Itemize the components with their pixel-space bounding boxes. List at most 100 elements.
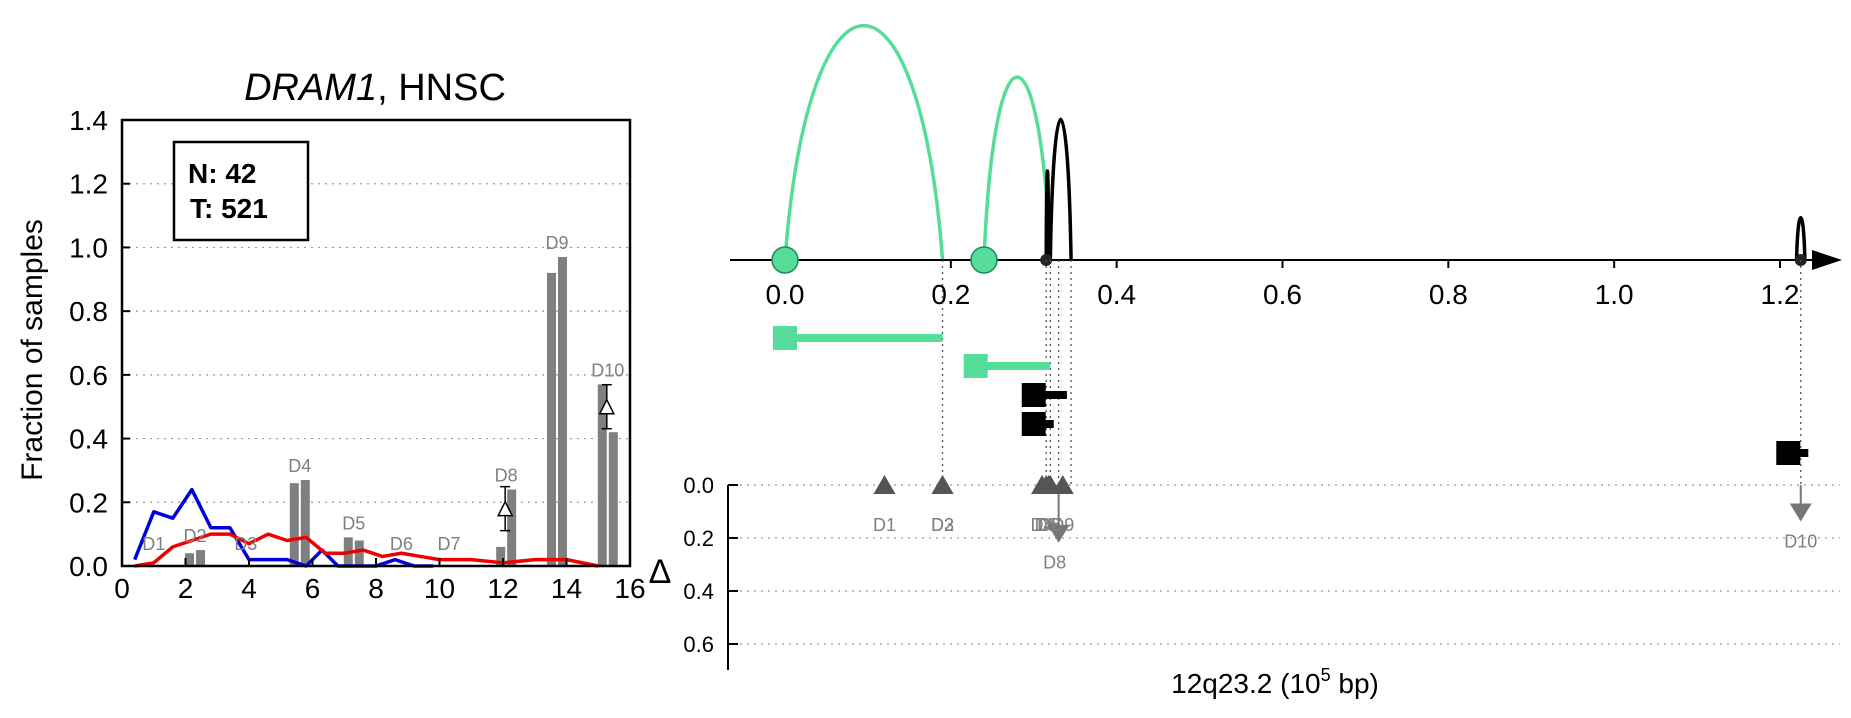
bar-tumor xyxy=(354,540,364,566)
x-tick-label: 2 xyxy=(178,573,194,604)
line-group xyxy=(133,487,599,568)
bar-label: D9 xyxy=(545,233,568,253)
bar-label: D2 xyxy=(184,526,207,546)
x-tick-label: 16 xyxy=(614,573,645,604)
delta-axis-label: Δ xyxy=(649,553,672,591)
y-tick-label: 1.4 xyxy=(69,105,108,136)
delta-marker xyxy=(496,499,514,517)
delta-triangle xyxy=(931,475,954,494)
bar-label: D3 xyxy=(234,534,257,554)
transcript-start-box xyxy=(1776,441,1801,465)
delta-marker xyxy=(598,398,615,415)
tick-label-group: 0 2 4 6 8 10 12 14 16 0.0 0.2 0.4 0.6 0.8 1.0 1.2 1.4 xyxy=(69,105,646,604)
splice-arc xyxy=(1048,117,1073,261)
delta-label: D2 xyxy=(931,515,954,535)
legend-box: N: 42 T: 521 xyxy=(172,140,310,242)
y-tick-label: 0.6 xyxy=(69,360,108,391)
x-tick-label: 12 xyxy=(487,573,518,604)
delta-tick-label: 0.4 xyxy=(683,579,714,604)
legend-tumor-count: T: 521 xyxy=(190,193,268,224)
bar-normal xyxy=(496,546,506,566)
delta-tick-label: 0.6 xyxy=(683,632,714,657)
delta-triangle xyxy=(873,475,896,494)
y-tick-label: 0.4 xyxy=(69,424,108,455)
splice-arc xyxy=(1794,216,1807,261)
transcript-group xyxy=(773,326,1809,465)
bar-normal xyxy=(546,272,556,566)
x-tick-label: 10 xyxy=(424,573,455,604)
transcript-body xyxy=(785,334,943,342)
transcript-start-box xyxy=(773,326,797,350)
bar-label: D10 xyxy=(591,360,624,380)
x-tick-label: 0.2 xyxy=(931,279,970,310)
bar-label: D5 xyxy=(342,513,365,533)
x-tick-label: 0.6 xyxy=(1263,279,1302,310)
chart-title: DRAM1, HNSC xyxy=(244,67,506,109)
splice-arc xyxy=(783,23,945,261)
transcript-start-box xyxy=(1021,412,1046,436)
histogram-panel: DRAM1, HNSC Fraction of samples D1 D2 D3 D4… xyxy=(16,67,646,604)
exon-marker xyxy=(970,246,998,274)
delta-label: D10 xyxy=(1784,532,1817,552)
x-tick-label: 6 xyxy=(305,573,321,604)
bar-label-group: D1 D2 D3 D4 D5 D6 D7 D8 D9 D10 xyxy=(142,233,624,554)
bar-label: D1 xyxy=(142,534,165,554)
guide-line-group xyxy=(941,260,1802,485)
y-tick-label: 0.2 xyxy=(69,487,108,518)
x-tick-label: 8 xyxy=(368,573,384,604)
delta-label: D4 xyxy=(1031,515,1054,535)
x-tick-label: 1.0 xyxy=(1595,279,1634,310)
genome-track-panel: 0.0 0.2 0.4 0.6 0.8 1.0 1.2 0.0 0.2 0.4 0.6 D1 D2D3… xyxy=(649,23,1842,699)
x-tick-label: 4 xyxy=(241,573,257,604)
transcript-start-box xyxy=(1021,383,1046,407)
splice-arc xyxy=(982,75,1053,261)
delta-label: D9 xyxy=(1051,515,1074,535)
y-tick-label: 1.2 xyxy=(69,169,108,200)
bar-group xyxy=(185,256,618,566)
transcript-body xyxy=(975,362,1051,370)
x-tick-label: 0.8 xyxy=(1429,279,1468,310)
bar-tumor xyxy=(557,256,567,566)
arc-group xyxy=(783,23,1807,261)
delta-tick-label: 0.0 xyxy=(683,473,714,498)
delta-label: D3 xyxy=(931,515,954,535)
delta-triangle xyxy=(1047,524,1070,543)
bar-label: D7 xyxy=(438,534,461,554)
exon-marker xyxy=(771,246,799,274)
axis-arrowhead xyxy=(1812,250,1842,270)
bar-tumor xyxy=(608,432,618,566)
x-tick-label: 0.4 xyxy=(1097,279,1136,310)
series-line-normal xyxy=(133,487,434,568)
y-axis-label: Fraction of samples xyxy=(16,219,49,481)
splice-arc xyxy=(1044,169,1051,261)
delta-label: D1 xyxy=(873,515,896,535)
delta-triangle xyxy=(1051,475,1074,494)
y-tick-label: 1.0 xyxy=(69,232,108,263)
delta-triangle xyxy=(1789,503,1812,522)
x-tick-label: 0.0 xyxy=(766,279,805,310)
bar-label: D4 xyxy=(288,456,311,476)
transcript-body xyxy=(1033,391,1067,399)
x-axis-label: 12q23.2 (105 bp) xyxy=(1171,665,1379,699)
transcript-start-box xyxy=(963,354,988,378)
bar-tumor xyxy=(196,550,206,566)
series-line-tumor xyxy=(134,532,599,568)
x-tick-label: 14 xyxy=(551,573,582,604)
delta-track: 0.00.20.40.6D1D2D3D4D5D6D7D8D9D10 xyxy=(683,473,1840,670)
delta-tick-label: 0.2 xyxy=(683,526,714,551)
bar-tumor xyxy=(300,479,310,566)
y-tick-label: 0.8 xyxy=(69,296,108,327)
bar-normal xyxy=(597,384,607,566)
x-tick-label: 1.2 xyxy=(1761,279,1800,310)
genome-axis: 0.0 0.2 0.4 0.6 0.8 1.0 1.2 xyxy=(730,246,1842,310)
delta-label: D8 xyxy=(1043,553,1066,573)
bar-label: D8 xyxy=(495,466,518,486)
bar-normal xyxy=(185,553,195,566)
bar-normal xyxy=(289,483,299,566)
bar-tumor xyxy=(507,489,517,566)
x-tick-label: 0 xyxy=(114,573,130,604)
bar-label: D6 xyxy=(390,534,413,554)
y-tick-label: 0.0 xyxy=(69,551,108,582)
legend-normal-count: N: 42 xyxy=(188,158,256,189)
